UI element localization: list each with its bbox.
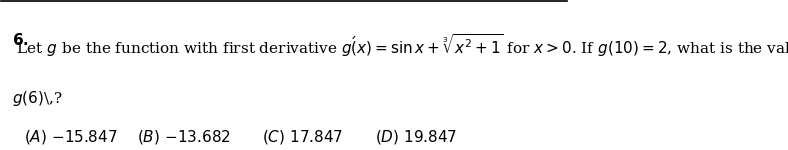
Text: $(D)\ 19.847$: $(D)\ 19.847$	[375, 128, 457, 146]
Text: $\mathbf{6.}$: $\mathbf{6.}$	[12, 32, 28, 48]
Text: Let $g$ be the function with first derivative $g\'(x) = \sin x + \sqrt[3]{x^2+1}: Let $g$ be the function with first deriv…	[12, 32, 788, 59]
Text: $(C)\ 17.847$: $(C)\ 17.847$	[262, 128, 343, 146]
Text: $g(6)$\,?: $g(6)$\,?	[12, 89, 62, 108]
Text: $(A)\ {-15.847}$: $(A)\ {-15.847}$	[24, 128, 117, 146]
Text: $(B)\ {-13.682}$: $(B)\ {-13.682}$	[137, 128, 231, 146]
